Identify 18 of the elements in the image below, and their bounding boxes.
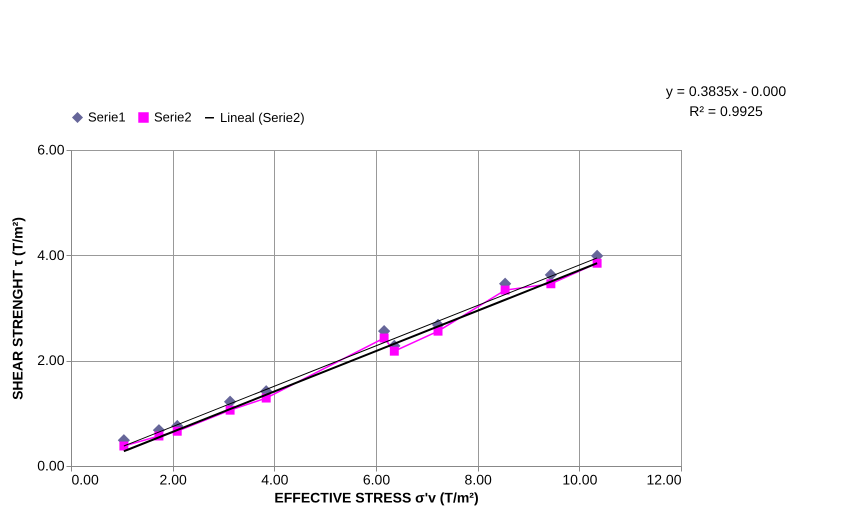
legend-label: Lineal (Serie2) <box>220 110 305 125</box>
y-axis-title: SHEAR STRENGHT τ (T/m²) <box>9 217 26 400</box>
x-tick-label: 6.00 <box>362 472 390 488</box>
x-tick-label: 4.00 <box>261 472 289 488</box>
x-axis-title: EFFECTIVE STRESS σ'v (T/m²) <box>274 490 479 506</box>
x-tick-label: 12.00 <box>646 472 682 488</box>
legend-label: Serie2 <box>154 110 192 125</box>
x-tick-label: 0.00 <box>72 472 99 488</box>
legend-label: Serie1 <box>88 110 126 125</box>
y-tick-label: 4.00 <box>37 246 65 263</box>
y-tick-label: 2.00 <box>37 352 65 368</box>
y-tick-label: 6.00 <box>37 142 65 158</box>
text: y = 0.3835x - 0.000 <box>666 83 786 99</box>
y-tick-label: 0.00 <box>37 458 65 474</box>
text: R² = 0.9925 <box>689 103 763 119</box>
x-tick-label: 8.00 <box>464 472 492 488</box>
x-tick-label: 2.00 <box>160 472 188 488</box>
x-tick-label: 10.00 <box>562 472 598 488</box>
